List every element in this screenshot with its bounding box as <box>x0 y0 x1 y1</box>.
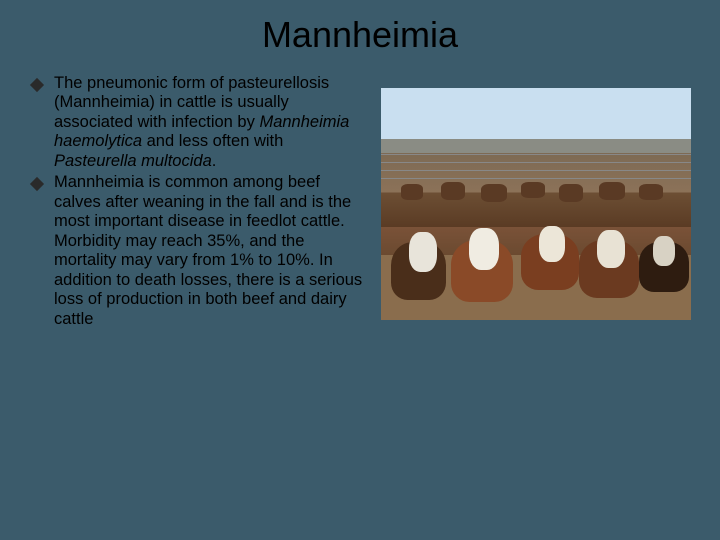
feedlot-cattle-photo <box>381 88 691 320</box>
slide-title: Mannheimia <box>0 0 720 74</box>
diamond-bullet-icon <box>30 78 44 92</box>
list-item: Mannheimia is common among beef calves a… <box>32 173 367 329</box>
bullet-text: The pneumonic form of pasteurellosis (Ma… <box>54 74 367 171</box>
image-column <box>381 74 702 331</box>
bullet-list: The pneumonic form of pasteurellosis (Ma… <box>32 74 367 331</box>
diamond-bullet-icon <box>30 177 44 191</box>
slide-content: The pneumonic form of pasteurellosis (Ma… <box>0 74 720 331</box>
list-item: The pneumonic form of pasteurellosis (Ma… <box>32 74 367 171</box>
bullet-text: Mannheimia is common among beef calves a… <box>54 173 367 329</box>
